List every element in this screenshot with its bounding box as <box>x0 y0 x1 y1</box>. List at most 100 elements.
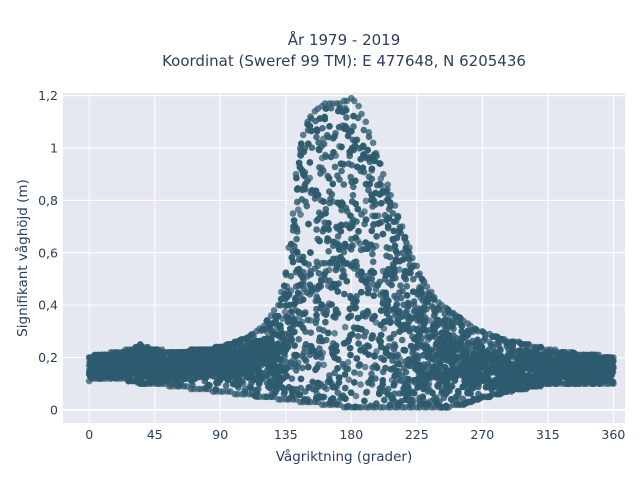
data-point <box>481 334 489 342</box>
data-point <box>297 211 304 218</box>
data-point <box>389 306 397 313</box>
data-point <box>277 356 285 363</box>
data-point <box>452 353 460 360</box>
data-point <box>293 225 301 232</box>
data-point <box>299 364 306 372</box>
data-point <box>234 349 241 357</box>
data-point <box>345 336 353 344</box>
data-point <box>316 237 323 245</box>
data-point <box>387 335 395 342</box>
data-point <box>453 397 460 405</box>
data-point <box>465 339 472 347</box>
data-point <box>364 289 372 297</box>
data-point <box>334 389 342 397</box>
data-point <box>366 180 374 188</box>
data-point <box>271 376 279 383</box>
data-point <box>376 337 384 345</box>
data-point <box>354 333 362 340</box>
data-point <box>154 346 161 354</box>
data-point <box>358 211 365 218</box>
data-point <box>372 242 380 250</box>
data-point <box>315 139 322 146</box>
data-point <box>321 271 328 278</box>
data-point <box>354 205 362 213</box>
data-point <box>528 383 536 390</box>
data-point <box>390 352 397 360</box>
data-point <box>503 342 511 350</box>
data-point <box>298 196 306 203</box>
data-point <box>301 355 309 363</box>
data-point <box>482 383 490 391</box>
data-point <box>325 219 332 227</box>
data-point <box>369 258 377 266</box>
data-point <box>322 311 330 318</box>
data-point <box>310 347 318 355</box>
data-point <box>356 370 364 378</box>
data-point <box>410 389 418 397</box>
data-point <box>377 175 385 182</box>
data-point <box>326 266 333 274</box>
data-point <box>304 316 312 324</box>
data-point <box>345 376 353 384</box>
data-point <box>362 328 370 336</box>
data-point <box>316 325 323 333</box>
data-point <box>307 329 315 337</box>
data-point <box>288 375 296 383</box>
data-point <box>394 250 401 257</box>
data-point <box>313 133 320 141</box>
data-point <box>296 313 303 321</box>
data-point <box>346 152 354 160</box>
data-point <box>362 197 370 205</box>
data-point <box>287 359 295 366</box>
data-point <box>332 384 339 391</box>
data-point <box>376 180 384 188</box>
data-point <box>427 369 435 377</box>
data-point <box>362 118 370 126</box>
data-point <box>339 267 347 275</box>
data-point <box>414 333 422 340</box>
data-point <box>368 175 376 183</box>
data-point <box>335 123 343 131</box>
data-point <box>391 341 398 348</box>
data-point <box>348 331 356 338</box>
data-point <box>313 217 321 224</box>
data-point <box>313 258 321 266</box>
data-point <box>265 320 273 328</box>
data-point <box>365 186 372 194</box>
data-point <box>369 139 377 147</box>
data-point <box>404 360 412 368</box>
data-point <box>399 287 406 295</box>
data-point <box>373 233 380 240</box>
data-point <box>358 268 365 276</box>
data-point <box>340 181 348 188</box>
data-point <box>343 114 350 121</box>
data-point <box>360 126 368 134</box>
data-point <box>391 390 399 398</box>
data-point <box>396 227 403 234</box>
data-point <box>439 388 446 396</box>
data-point <box>189 381 196 389</box>
data-point <box>343 277 351 285</box>
data-point <box>396 308 403 315</box>
data-point <box>361 363 369 371</box>
data-point <box>289 210 297 217</box>
data-point <box>288 336 296 344</box>
data-point <box>307 270 314 278</box>
data-point <box>337 228 345 235</box>
data-point <box>419 393 427 401</box>
data-point <box>305 220 312 228</box>
data-point <box>403 394 410 402</box>
data-point <box>372 201 379 208</box>
data-point <box>441 318 448 325</box>
data-point <box>170 379 178 387</box>
data-point <box>348 161 356 169</box>
data-point <box>355 102 362 110</box>
data-point <box>360 142 367 150</box>
data-point <box>444 306 452 313</box>
data-point <box>293 235 300 243</box>
data-point <box>373 400 380 407</box>
data-point <box>497 347 504 354</box>
data-point <box>368 370 375 378</box>
data-point <box>338 199 346 206</box>
data-point <box>292 367 300 374</box>
